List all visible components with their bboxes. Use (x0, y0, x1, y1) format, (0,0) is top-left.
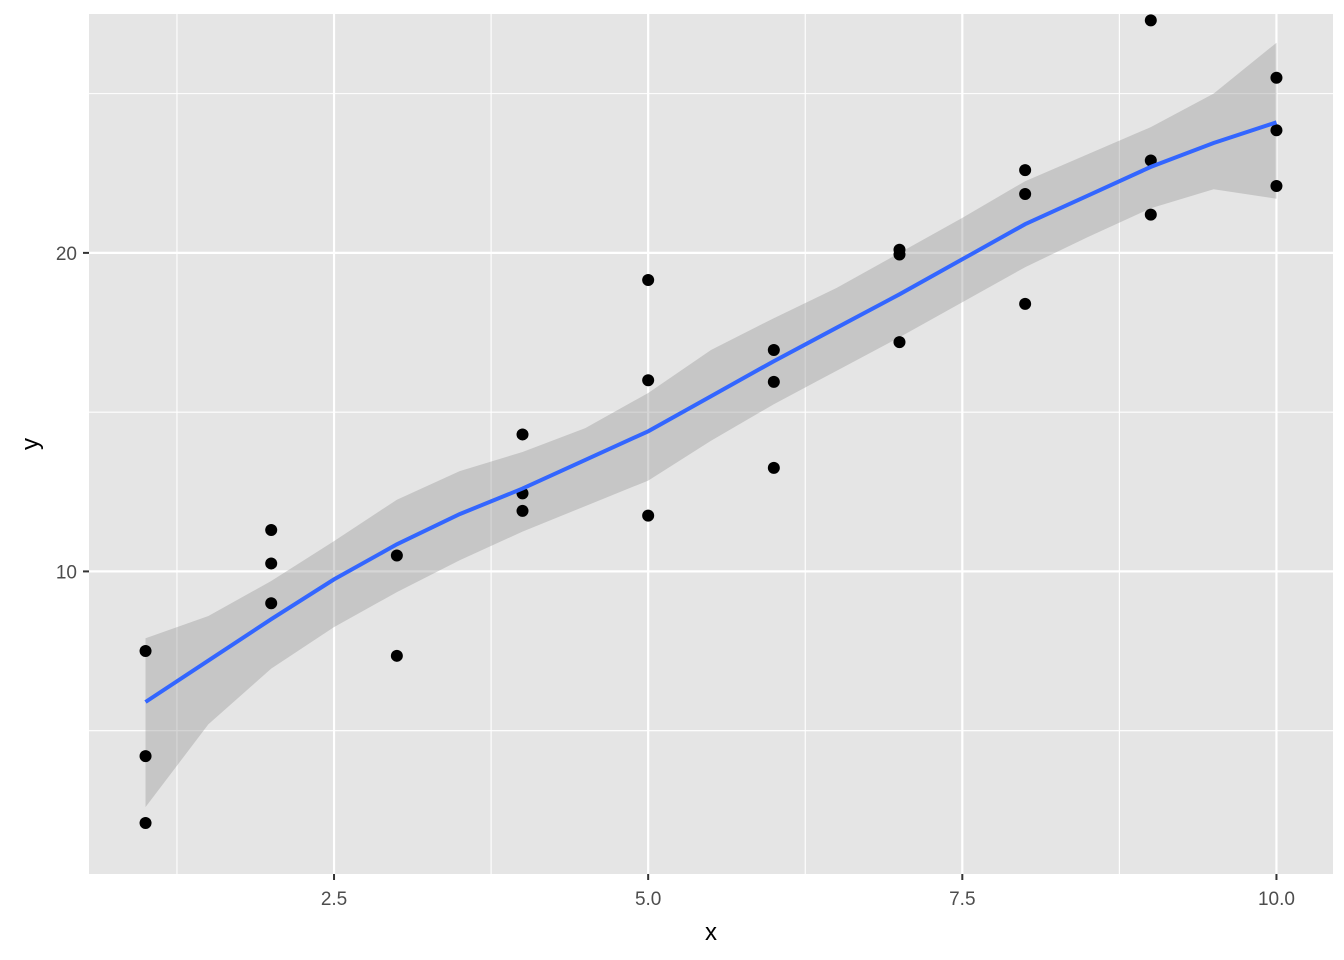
x-tick-label: 5.0 (635, 889, 661, 910)
data-point (390, 549, 403, 562)
data-point (893, 248, 906, 261)
data-point (265, 524, 278, 536)
data-point (516, 428, 529, 441)
data-point (642, 374, 655, 387)
data-point (1019, 164, 1032, 177)
data-point (1144, 14, 1157, 27)
data-point (139, 750, 152, 763)
data-points (139, 14, 1283, 830)
x-tick-label: 10.0 (1258, 889, 1295, 910)
y-axis: 10 20 (56, 244, 89, 583)
x-tick-label: 2.5 (321, 889, 347, 910)
data-point (767, 461, 780, 474)
data-point (642, 273, 655, 286)
data-point (893, 336, 906, 349)
y-axis-title: y (17, 438, 44, 450)
data-point (767, 344, 780, 357)
data-point (1019, 297, 1032, 310)
data-point (1270, 71, 1283, 84)
confidence-band (145, 42, 1277, 808)
y-tick-label: 10 (56, 562, 77, 583)
y-tick-label: 20 (56, 244, 77, 265)
data-point (1144, 154, 1157, 167)
x-axis-title: x (705, 919, 717, 946)
data-point (1019, 187, 1032, 200)
data-point (642, 509, 655, 522)
data-point (139, 645, 152, 658)
data-point (390, 649, 403, 662)
x-axis: 2.5 5.0 7.5 10.0 (321, 874, 1295, 910)
major-gridlines (89, 14, 1333, 874)
smooth-line (144, 120, 1278, 704)
x-tick-label: 7.5 (949, 889, 975, 910)
data-point (767, 375, 780, 388)
minor-gridlines (89, 14, 1333, 874)
data-point (516, 504, 529, 517)
data-point (265, 597, 278, 610)
data-point (1144, 208, 1157, 221)
data-point (1270, 180, 1283, 192)
data-point (139, 817, 152, 830)
data-point (1270, 124, 1283, 137)
data-point (265, 557, 278, 570)
